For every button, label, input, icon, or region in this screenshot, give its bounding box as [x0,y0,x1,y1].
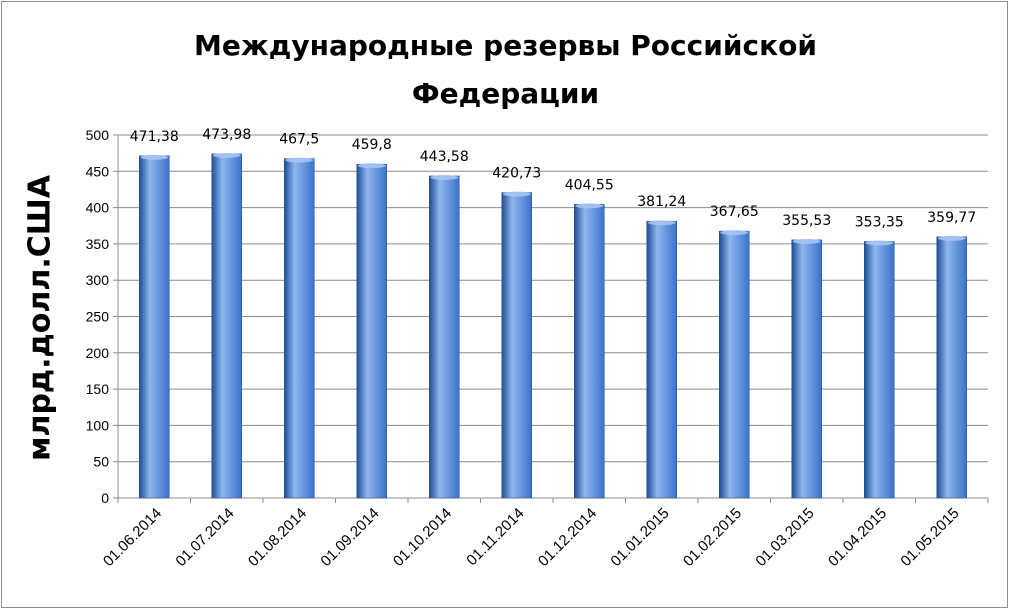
bar-top-highlight [792,238,821,244]
bar-top-highlight [647,220,676,226]
data-label: 404,55 [565,177,614,193]
x-tick-label: 01.10.2014 [390,505,455,570]
x-tick-label: 01.11.2014 [463,505,527,569]
bars [139,152,967,499]
x-tick-label: 01.08.2014 [245,505,310,570]
bar-top-highlight [212,152,241,158]
bar-top-highlight [285,157,314,163]
data-label: 467,5 [279,132,319,148]
data-label: 420,73 [492,166,541,182]
bar-top-highlight [575,203,604,209]
chart-title-line-2: Федерации [411,77,600,110]
data-label: 355,53 [782,213,831,229]
y-tick-label: 350 [86,236,110,252]
bar [936,236,967,499]
axes [117,135,989,503]
bar [791,239,822,499]
x-tick-label: 01.02.2015 [680,505,745,570]
bar [501,192,532,499]
x-tick-label: 01.01.2015 [607,505,672,570]
bar [211,153,242,499]
bar [646,220,677,499]
bar [356,163,387,499]
gridlines [113,134,988,499]
x-tick-label: 01.06.2014 [100,505,165,570]
bar-top-highlight [720,230,749,236]
data-labels: 471,38 473,98 467,5 459,8 443,58 420,73 404,55… [130,127,977,231]
bar-top-highlight [430,174,459,180]
y-tick-label: 250 [86,309,110,325]
bar-top-highlight [140,154,169,160]
data-label: 353,35 [855,214,904,230]
data-label: 473,98 [202,127,251,143]
x-tick-label: 01.04.2015 [825,505,890,570]
y-tick-label: 50 [93,454,109,470]
y-tick-label: 450 [86,163,110,179]
data-label: 459,8 [352,137,392,153]
data-label: 359,77 [927,210,976,226]
bar [864,241,895,499]
x-tick-labels: 01.06.2014 01.07.2014 01.08.2014 01.09.2014… [100,505,963,570]
y-tick-label: 500 [86,127,110,143]
data-label: 367,65 [710,204,759,220]
x-tick-label: 01.07.2014 [172,505,237,570]
y-tick-label: 100 [86,417,110,433]
y-tick-label: 300 [86,272,110,288]
bar [139,155,170,499]
bar-top-highlight [502,191,531,197]
bar-top-highlight [865,240,894,246]
bar [574,204,605,499]
bar [284,158,315,499]
x-tick-label: 01.05.2015 [897,505,962,570]
bar-top-highlight [357,163,386,169]
bar [429,175,460,499]
data-label: 381,24 [637,194,686,210]
chart-title-line-1: Международные резервы Российской [194,29,817,62]
x-tick-label: 01.09.2014 [317,505,382,570]
y-tick-label: 200 [86,345,110,361]
y-tick-label: 400 [86,200,110,216]
y-tick-label: 0 [101,490,109,506]
x-tick-label: 01.12.2014 [535,505,600,570]
y-tick-label: 150 [86,381,110,397]
bar-top-highlight [937,235,966,241]
y-tick-labels: 0 50 100 150 200 250 300 350 400 450 500 [86,127,110,506]
x-tick-label: 01.03.2015 [752,505,817,570]
chart-title: Международные резервы Российской Федерац… [0,22,1011,118]
data-label: 471,38 [130,129,179,145]
data-label: 443,58 [420,149,469,165]
bar [719,230,750,499]
